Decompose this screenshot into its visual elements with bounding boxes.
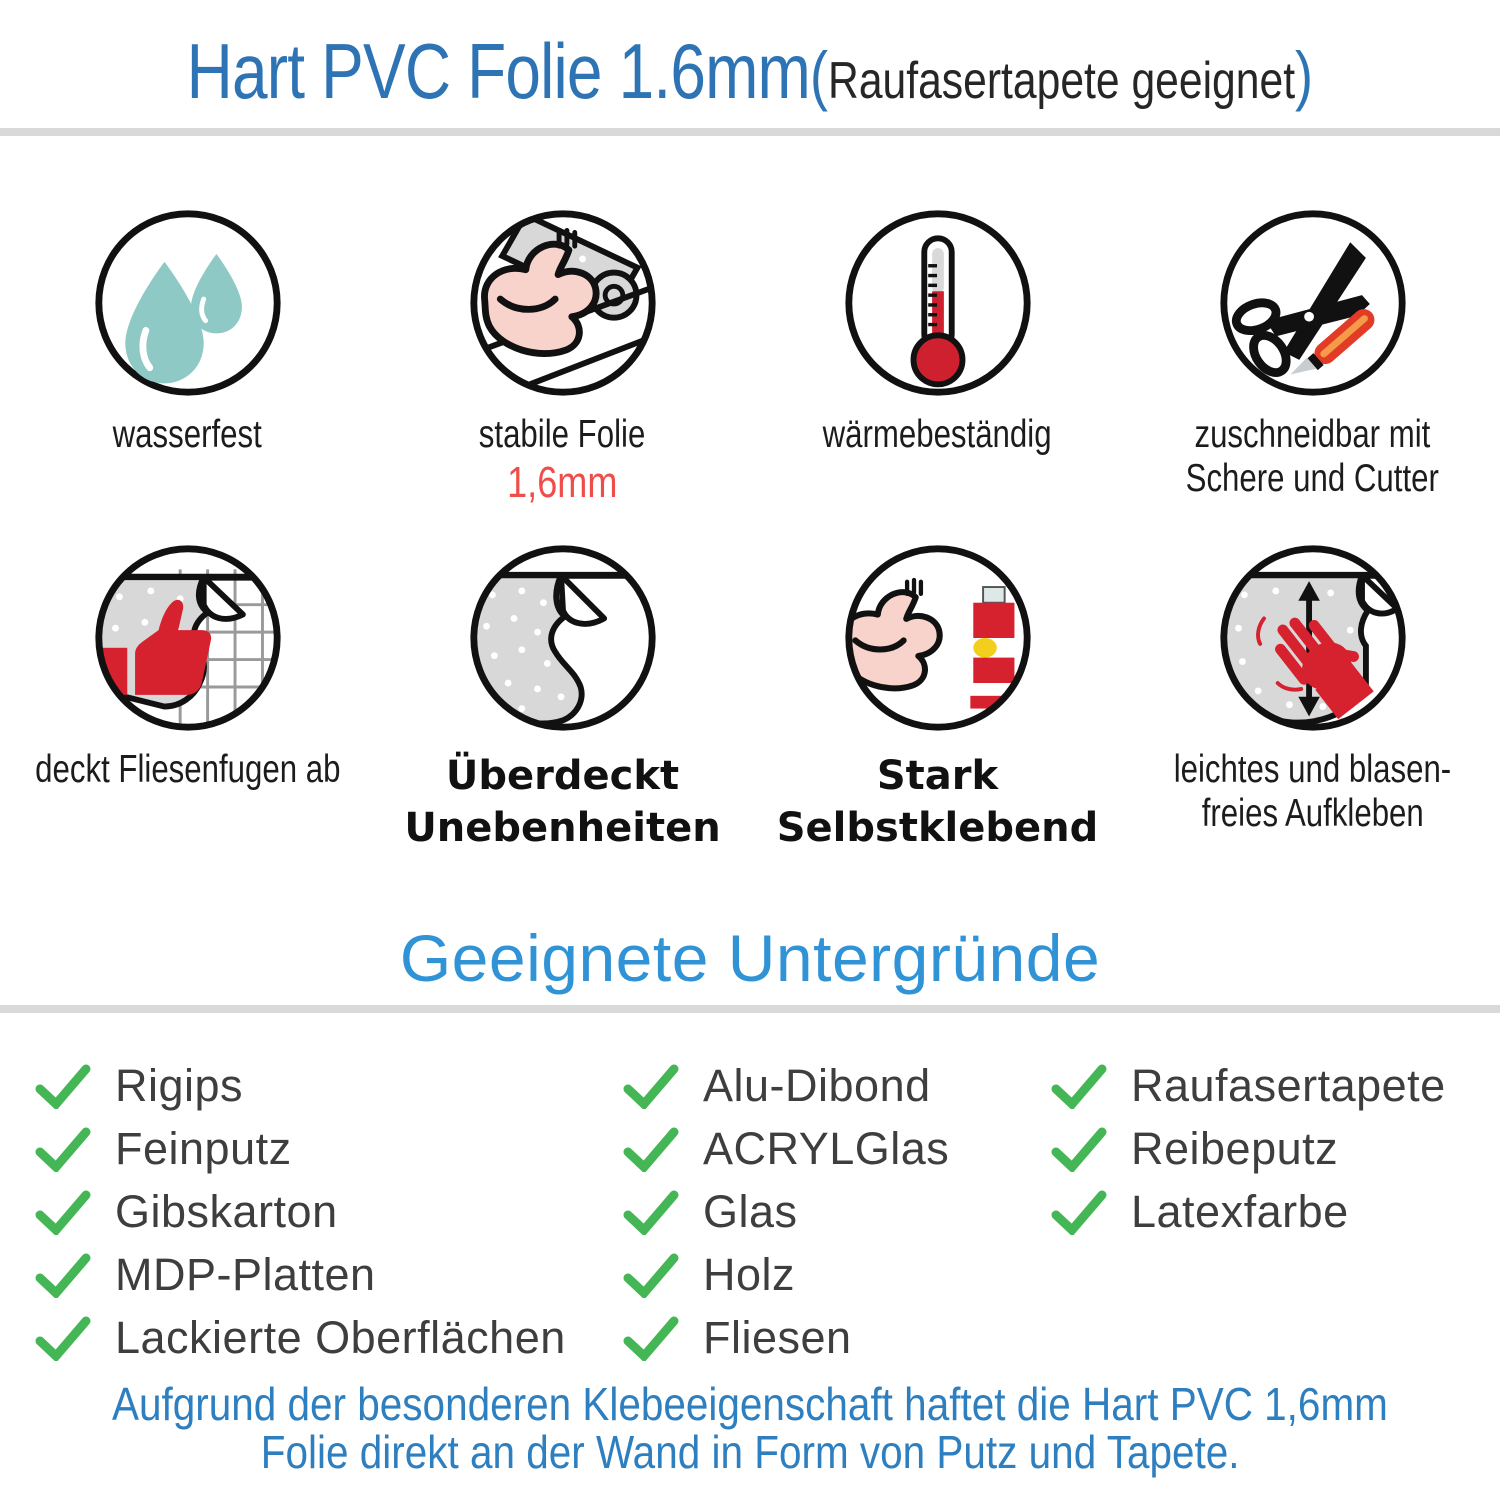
check-icon [623, 1127, 679, 1172]
check-icon [623, 1253, 679, 1298]
title-subtitle: Raufasertapete geeignet [828, 52, 1296, 110]
check-icon [623, 1064, 679, 1109]
list-item: ACRYLGlas [623, 1123, 1051, 1175]
list-item: Rigips [35, 1060, 623, 1112]
list-item: Reibeputz [1051, 1123, 1491, 1175]
title-paren-close: ) [1295, 38, 1314, 112]
list-item: Raufasertapete [1051, 1060, 1491, 1112]
footer-note: Aufgrund der besonderen Klebeeigenschaft… [0, 1380, 1500, 1477]
scissors-cutter-icon [1219, 210, 1406, 396]
check-icon [1051, 1190, 1107, 1235]
list-item: Feinputz [35, 1123, 623, 1175]
feature-label: stabile Folie [479, 413, 646, 456]
footer-line-2: Folie direkt an der Wand in Form von Put… [260, 1426, 1240, 1479]
feature-label: zuschneidbar mit Schere und Cutter [1185, 413, 1440, 500]
check-icon [35, 1064, 91, 1109]
check-icon [35, 1190, 91, 1235]
page-title-line: Hart PVC Folie 1.6mm(Raufasertapete geei… [187, 26, 1313, 117]
feature-label: leichtes und blasen- freies Aufkleben [1173, 748, 1452, 835]
feature-waterproof: wasserfest [0, 205, 375, 505]
feature-bubble-free: leichtes und blasen- freies Aufkleben [1125, 540, 1500, 854]
divider-top [0, 128, 1500, 136]
list-item: Holz [623, 1249, 1051, 1301]
muscle-glue-icon [844, 545, 1031, 731]
feature-label: Überdeckt Unebenheiten [404, 753, 721, 851]
thermometer-icon [844, 210, 1031, 396]
feature-self-adhesive: Stark Selbstklebend [750, 540, 1125, 854]
feature-label: deckt Fliesenfugen ab [34, 748, 341, 791]
list-item: Lackierte Oberflächen [35, 1312, 623, 1364]
list-item: Gibskarton [35, 1186, 623, 1238]
feature-thickness-label: 1,6mm [507, 457, 618, 507]
list-item: Fliesen [623, 1312, 1051, 1364]
feature-covers-unevenness: Überdeckt Unebenheiten [375, 540, 750, 854]
substrates-list: Rigips Feinputz Gibskarton MDP-Platten L… [35, 1060, 1491, 1375]
substrates-column-3: Raufasertapete Reibeputz Latexfarbe [1051, 1060, 1491, 1375]
muscle-foil-icon [469, 210, 656, 396]
feature-heat-resistant: wärmebeständig [750, 205, 1125, 505]
feature-label: wärmebeständig [823, 413, 1052, 456]
list-item: Glas [623, 1186, 1051, 1238]
list-item: Latexfarbe [1051, 1186, 1491, 1238]
substrates-column-1: Rigips Feinputz Gibskarton MDP-Platten L… [35, 1060, 623, 1375]
check-icon [623, 1190, 679, 1235]
check-icon [35, 1253, 91, 1298]
divider-middle [0, 1005, 1500, 1013]
list-item: Alu-Dibond [623, 1060, 1051, 1112]
substrates-column-2: Alu-Dibond ACRYLGlas Glas Holz Fliesen [623, 1060, 1051, 1375]
section-heading-substrates: Geeignete Untergründe [399, 921, 1101, 995]
check-icon [35, 1127, 91, 1172]
title-text: Hart PVC Folie 1.6mm [186, 27, 811, 115]
check-icon [623, 1316, 679, 1361]
footer-line-1: Aufgrund der besonderen Klebeeigenschaft… [112, 1378, 1388, 1430]
feature-covers-tile-joints: deckt Fliesenfugen ab [0, 540, 375, 854]
water-drops-icon [94, 210, 281, 396]
list-item: MDP-Platten [35, 1249, 623, 1301]
thumb-up-tiles-icon [94, 545, 281, 731]
feature-stable-foil: stabile Folie 1,6mm [375, 205, 750, 505]
feature-row-2: deckt Fliesenfugen ab [0, 540, 1500, 854]
feature-label: Stark Selbstklebend [776, 753, 1099, 851]
feature-row-1: wasserfest stabile Folie 1,6 [0, 205, 1500, 505]
hand-smooth-icon [1219, 545, 1406, 731]
foil-fold-icon [469, 545, 656, 731]
title-paren-open: ( [810, 38, 829, 112]
feature-cuttable: zuschneidbar mit Schere und Cutter [1125, 205, 1500, 505]
page-title: Hart PVC Folie 1.6mm(Raufasertapete geei… [0, 26, 1500, 117]
feature-label: wasserfest [112, 413, 263, 456]
check-icon [35, 1316, 91, 1361]
check-icon [1051, 1064, 1107, 1109]
check-icon [1051, 1127, 1107, 1172]
